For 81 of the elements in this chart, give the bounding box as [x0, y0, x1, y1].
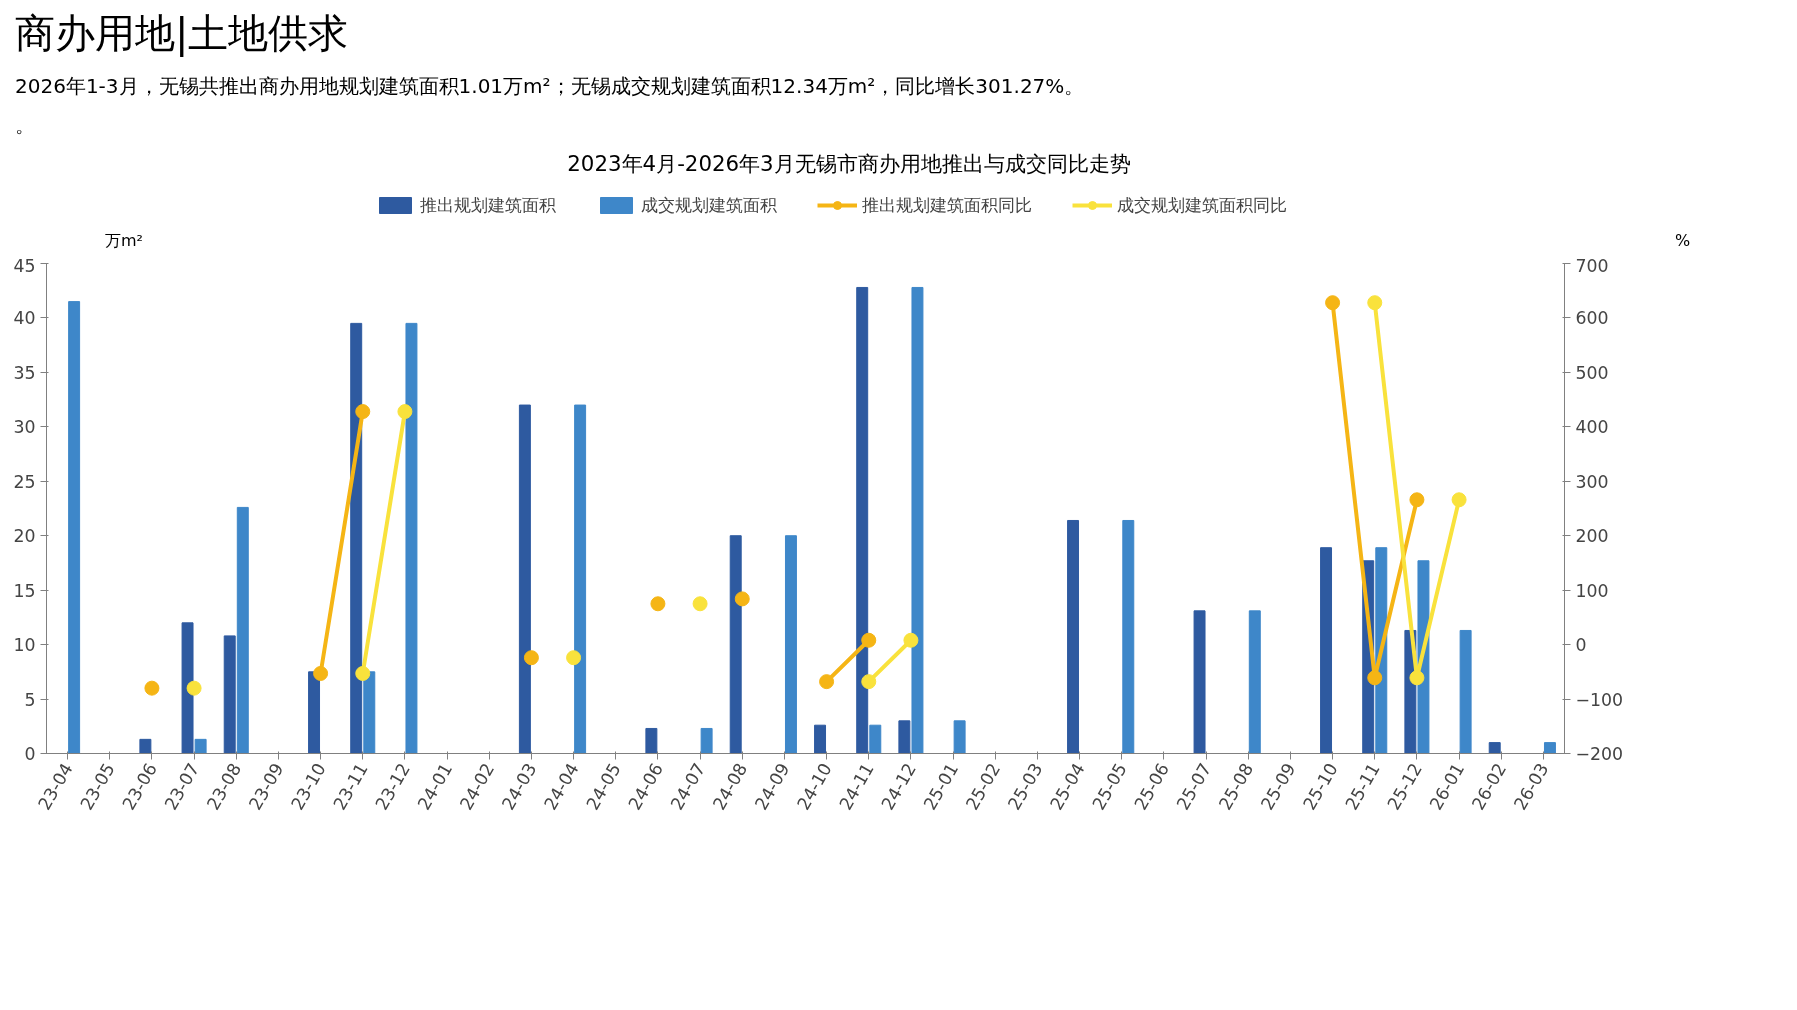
y-axis-title: 万m²	[105, 229, 143, 252]
y2-tick-label: 300	[1575, 471, 1609, 492]
bar	[236, 506, 249, 754]
point	[1325, 294, 1341, 310]
point	[819, 673, 835, 689]
point	[566, 649, 582, 665]
point	[650, 595, 666, 611]
y2-tick-label: 500	[1575, 362, 1609, 383]
y-tick-label: 15	[13, 580, 36, 601]
y2-tick-label: −200	[1575, 743, 1624, 764]
bar	[869, 724, 882, 754]
bar	[645, 727, 658, 754]
bar	[1459, 629, 1472, 754]
y2-tick-label: −100	[1575, 689, 1624, 710]
y-tick-label: 25	[13, 471, 36, 492]
bar	[68, 300, 81, 754]
point	[1367, 669, 1383, 685]
legend-label: 推出规划建筑面积同比	[862, 193, 1032, 217]
bar	[1248, 609, 1261, 754]
bar	[700, 727, 713, 754]
bar	[363, 670, 376, 754]
y-tick-label: 5	[24, 689, 36, 710]
bar	[308, 670, 321, 754]
point	[861, 632, 877, 648]
bar	[898, 719, 911, 754]
point	[734, 590, 750, 606]
chart-title: 2023年4月-2026年3月无锡市商办用地推出与成交同比走势	[567, 150, 1131, 179]
y2-tick-label: 200	[1575, 525, 1609, 546]
bar	[1320, 546, 1333, 754]
y2-tick-label: 100	[1575, 580, 1609, 601]
text: 2026年1-3月，无锡共推出商办用地规划建筑面积1.01万m²；无锡成交规划建筑面积12.34万m²，同比增长301.27%。	[15, 73, 1085, 101]
point	[355, 665, 371, 681]
y2-tick-label: 600	[1575, 308, 1609, 329]
bar	[223, 634, 236, 754]
bar	[1067, 519, 1080, 754]
legend-label: 成交规划建筑面积同比	[1117, 193, 1287, 217]
point	[1451, 491, 1467, 507]
bar	[729, 534, 742, 754]
bar	[856, 286, 869, 754]
point	[903, 632, 919, 648]
bar	[194, 738, 207, 754]
bar	[405, 322, 418, 754]
bar	[518, 404, 531, 754]
y2-axis-title: %	[1675, 229, 1691, 252]
point	[313, 665, 329, 681]
bar	[814, 724, 827, 754]
point	[144, 680, 160, 696]
bar	[574, 404, 587, 754]
point	[397, 403, 413, 419]
point	[186, 680, 202, 696]
chart-subtitle: 商办用地|土地供求	[15, 9, 349, 59]
point	[692, 595, 708, 611]
legend-label: 成交规划建筑面积	[641, 193, 777, 217]
text: 。	[15, 111, 35, 139]
legend-label: 推出规划建筑面积	[420, 193, 556, 217]
y2-tick-label: 0	[1575, 634, 1587, 655]
bar	[911, 286, 924, 754]
point	[523, 649, 539, 665]
bar	[350, 322, 363, 754]
y-tick-label: 30	[13, 416, 36, 437]
bar	[784, 534, 797, 754]
bar	[1488, 741, 1501, 754]
point	[1367, 294, 1383, 310]
y-tick-label: 40	[13, 308, 36, 329]
bar	[1543, 741, 1556, 754]
bar	[181, 621, 194, 754]
point	[1409, 491, 1425, 507]
y-tick-label: 20	[13, 525, 36, 546]
point	[1409, 669, 1425, 685]
y-tick-label: 35	[13, 362, 36, 383]
bar	[953, 719, 966, 754]
bar	[139, 738, 152, 754]
y-tick-label: 0	[24, 743, 36, 764]
bar	[1122, 519, 1135, 754]
y-tick-label: 45	[13, 255, 36, 276]
point	[861, 673, 877, 689]
y-tick-label: 10	[13, 634, 36, 655]
y2-tick-label: 700	[1575, 255, 1609, 276]
point	[355, 403, 371, 419]
bar	[1193, 609, 1206, 754]
y2-tick-label: 400	[1575, 416, 1609, 437]
